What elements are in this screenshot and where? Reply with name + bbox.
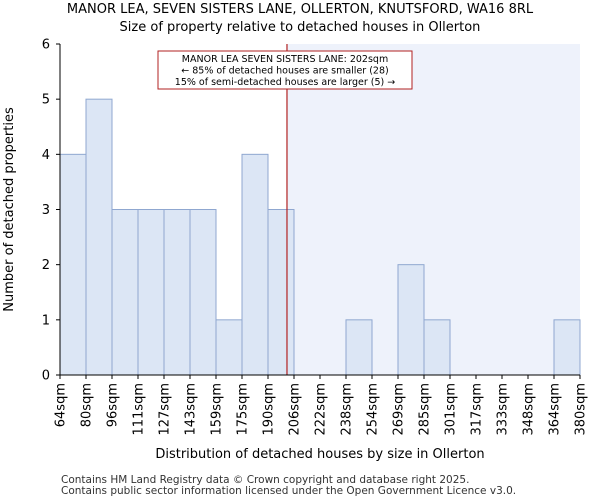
x-tick-label: 269sqm (392, 383, 407, 436)
x-tick-label: 301sqm (444, 383, 459, 436)
x-tick-label: 143sqm (184, 383, 199, 436)
bar-143sqm (189, 209, 217, 376)
x-tick-label: 238sqm (340, 383, 355, 436)
y-tick-label: 2 (42, 258, 50, 273)
bar-269sqm (397, 264, 425, 376)
x-tick-label: 206sqm (288, 383, 303, 436)
x-tick-label: 364sqm (548, 383, 563, 436)
bar-238sqm (345, 319, 373, 376)
x-tick-label: 333sqm (496, 383, 511, 436)
bar-364sqm (553, 319, 581, 376)
x-tick-label: 111sqm (132, 383, 147, 436)
x-axis-label: Distribution of detached houses by size … (155, 447, 484, 462)
x-tick-label: 285sqm (418, 383, 433, 436)
x-tick-label: 190sqm (262, 383, 277, 436)
x-tick-label: 254sqm (366, 383, 381, 436)
y-tick-label: 3 (42, 203, 50, 218)
bar-127sqm (163, 209, 191, 376)
bar-285sqm (423, 319, 451, 376)
annotation-box (157, 50, 413, 90)
bar-64sqm (59, 153, 87, 376)
x-tick-label: 222sqm (314, 383, 329, 436)
annotation-line-2: ← 85% of detached houses are smaller (28… (181, 66, 388, 77)
x-tick-label: 80sqm (80, 383, 95, 427)
x-tick-label: 159sqm (210, 383, 225, 436)
bar-190sqm (267, 209, 295, 376)
chart-subtitle: Size of property relative to detached ho… (119, 20, 481, 35)
bar-96sqm (111, 209, 139, 376)
x-tick-label: 64sqm (54, 383, 69, 427)
x-tick-label: 127sqm (158, 383, 173, 436)
histogram-chart: 0 1 2 3 4 5 6 64sqm 80sqm 96sqm 111sqm 127sqm 143sq… (2, 38, 589, 463)
y-axis-label: Number of detached properties (2, 107, 17, 312)
bar-159sqm (215, 319, 243, 376)
bar-175sqm (241, 153, 269, 376)
x-tick-label: 175sqm (236, 383, 251, 436)
x-tick-label: 96sqm (106, 383, 121, 427)
x-tick-label: 380sqm (574, 383, 589, 436)
footer-line-1: Contains HM Land Registry data © Crown c… (61, 474, 470, 486)
bar-111sqm (137, 209, 165, 376)
y-tick-label: 6 (42, 38, 50, 53)
chart-title: MANOR LEA, SEVEN SISTERS LANE, OLLERTON,… (66, 2, 534, 17)
annotation-line-1: MANOR LEA SEVEN SISTERS LANE: 202sqm (182, 54, 388, 65)
y-tick-label: 5 (42, 93, 50, 108)
y-tick-label: 0 (42, 369, 50, 384)
x-tick-label: 348sqm (522, 383, 537, 436)
y-tick-label: 1 (42, 313, 50, 328)
x-tick-label: 317sqm (470, 383, 485, 436)
y-tick-label: 4 (42, 148, 50, 163)
bar-80sqm (85, 98, 113, 376)
annotation-line-3: 15% of semi-detached houses are larger (… (175, 77, 395, 88)
footer-line-2: Contains public sector information licen… (61, 485, 517, 497)
